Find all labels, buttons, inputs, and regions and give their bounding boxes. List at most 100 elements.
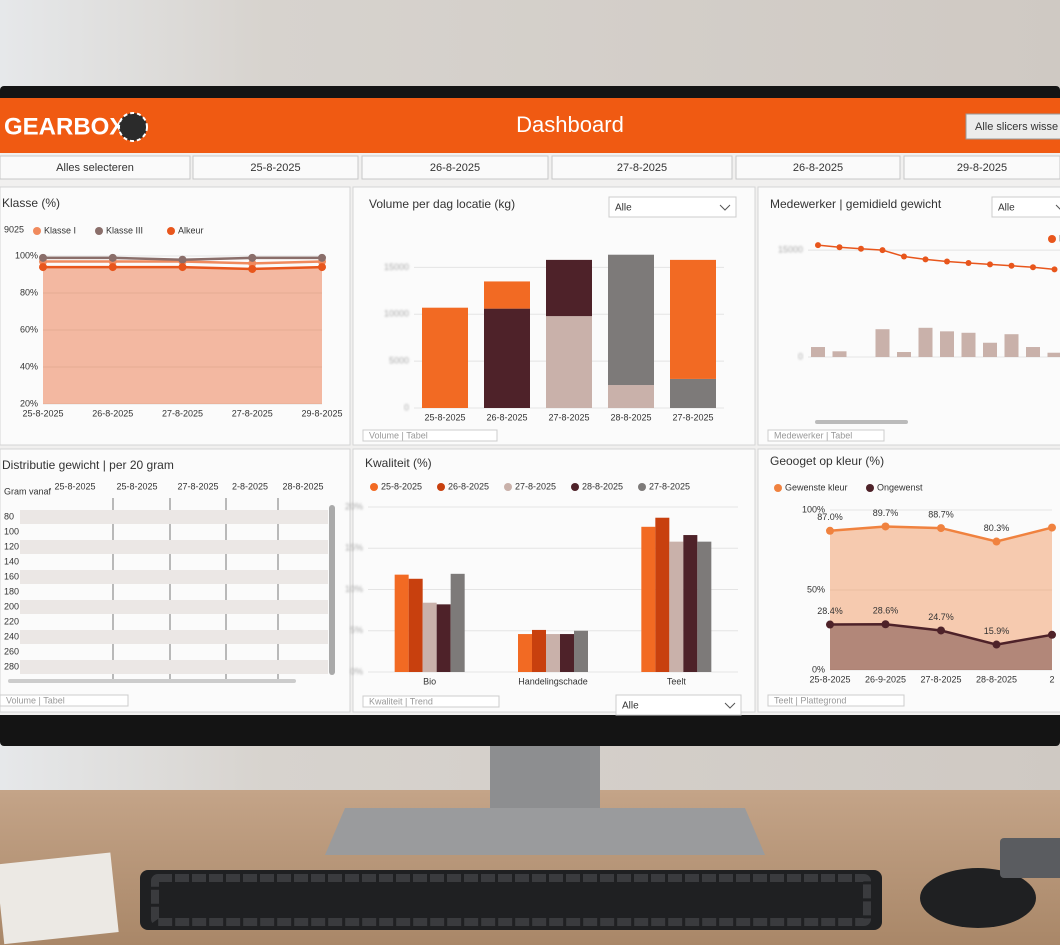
x-tick-label: 25-8-2025: [22, 408, 63, 418]
slicer-label[interactable]: 27-8-2025: [617, 162, 667, 174]
row-label: 240: [4, 631, 19, 641]
x-tick-label: 26-9-2025: [865, 674, 906, 684]
slicer-label[interactable]: 26-8-2025: [430, 162, 480, 174]
x-tick-label: 25-8-2025: [424, 412, 465, 422]
legend-swatch: [504, 483, 512, 491]
bar: [683, 535, 698, 672]
legend-label: Ongewenst: [877, 482, 923, 492]
x-tick-label: 26-8-2025: [486, 412, 527, 422]
slicer-label[interactable]: 26-8-2025: [793, 162, 843, 174]
dropdown-label[interactable]: Alle: [998, 203, 1015, 214]
scrollbar: [815, 420, 908, 424]
legend-swatch: [33, 227, 41, 235]
bar: [422, 602, 437, 672]
slicer-button[interactable]: [192, 155, 359, 180]
point: [1048, 630, 1056, 639]
visual-footer-label: Medewerker | Tabel: [774, 430, 852, 440]
point: [318, 253, 326, 262]
x-tick-label: 27-8-2025: [672, 412, 713, 422]
legend-label: 27-8-2025: [649, 481, 690, 491]
y-tick-label: 0: [404, 402, 409, 412]
y-tick-label: 15000: [778, 245, 803, 255]
y-tick-label: 40%: [20, 361, 38, 371]
dropdown-label[interactable]: Alle: [622, 701, 639, 712]
bar-segment: [546, 316, 592, 408]
point: [1030, 264, 1036, 271]
y-tick-label: 0%: [350, 666, 363, 676]
bar: [560, 634, 574, 672]
x-tick-label: Teelt: [667, 676, 687, 686]
phone: [1000, 838, 1060, 878]
value-label: 15.9%: [984, 626, 1010, 636]
bar-segment: [422, 307, 468, 408]
y-tick-label: 15000: [384, 262, 409, 272]
y-tick-label: 10000: [384, 309, 409, 319]
bar: [394, 574, 409, 672]
legend-label: Klasse I: [44, 225, 76, 235]
slicer-button[interactable]: [735, 155, 901, 180]
legend-label: 28-8-2025: [582, 481, 623, 491]
visual-footer: [767, 694, 905, 707]
bar-segment: [670, 259, 716, 379]
visual-footer-label: Teelt | Plattegrond: [774, 695, 846, 705]
clear-slicers-label[interactable]: Alle slicers wisse: [975, 121, 1058, 133]
legend-label: 27-8-2025: [515, 481, 556, 491]
bar: [961, 332, 976, 357]
value-label: 28.4%: [817, 606, 843, 616]
dropdown[interactable]: [615, 694, 742, 716]
legend-label: Alkeur: [178, 225, 204, 235]
mouse: [920, 868, 1036, 928]
row-stripe: [20, 570, 328, 584]
dropdown[interactable]: [608, 196, 737, 218]
legend-swatch: [571, 483, 579, 491]
bar: [811, 347, 825, 357]
slicer-label[interactable]: Alles selecteren: [56, 162, 134, 174]
slicer-button[interactable]: [0, 155, 191, 180]
value-label: 80.3%: [984, 523, 1010, 533]
bar-segment: [484, 281, 530, 309]
row-label: 100: [4, 526, 19, 536]
slicer-button[interactable]: [551, 155, 733, 180]
slicer-label[interactable]: 25-8-2025: [250, 162, 300, 174]
point: [858, 245, 864, 252]
scrollbar: [329, 505, 335, 675]
bar: [940, 331, 954, 357]
row-label: 140: [4, 556, 19, 566]
dropdown-label[interactable]: Alle: [615, 203, 632, 214]
bar: [574, 630, 588, 672]
panel-title: Distributie gewicht | per 20 gram: [2, 458, 174, 472]
y-tick-label: 0%: [812, 664, 825, 674]
bar-segment: [546, 259, 592, 317]
row-stripe: [20, 660, 328, 674]
point: [944, 258, 950, 265]
dropdown-arrow[interactable]: [724, 702, 736, 709]
dropdown[interactable]: [991, 196, 1060, 218]
y-tick-label: 15%: [345, 543, 363, 553]
bar: [832, 351, 847, 357]
panel-title: Geooget op kleur (%): [770, 454, 884, 468]
panel: [757, 186, 1060, 446]
y-tick-label: 50%: [807, 584, 825, 594]
point: [178, 255, 187, 264]
point: [881, 522, 890, 531]
slicer-button[interactable]: [903, 155, 1060, 180]
point: [108, 263, 117, 272]
legend-label: 26-8-2025: [448, 481, 489, 491]
point: [992, 537, 1001, 546]
line: [817, 244, 1055, 271]
dropdown-arrow[interactable]: [719, 204, 731, 211]
dropdown-arrow[interactable]: [1055, 204, 1060, 210]
clear-slicers-button[interactable]: [965, 113, 1060, 140]
y-tick-label: 0: [798, 351, 803, 361]
y-tick-label: 100%: [15, 250, 38, 260]
value-label: 24.7%: [928, 612, 954, 622]
keyboard-keys: [151, 874, 871, 926]
legend-label: 25-8-2025: [381, 481, 422, 491]
x-tick-label: 26-8-2025: [92, 408, 133, 418]
slicer-button[interactable]: [361, 155, 549, 180]
x-tick-label: Handelingschade: [518, 676, 588, 686]
slicer-label[interactable]: 29-8-2025: [957, 162, 1007, 174]
row-label: 180: [4, 586, 19, 596]
